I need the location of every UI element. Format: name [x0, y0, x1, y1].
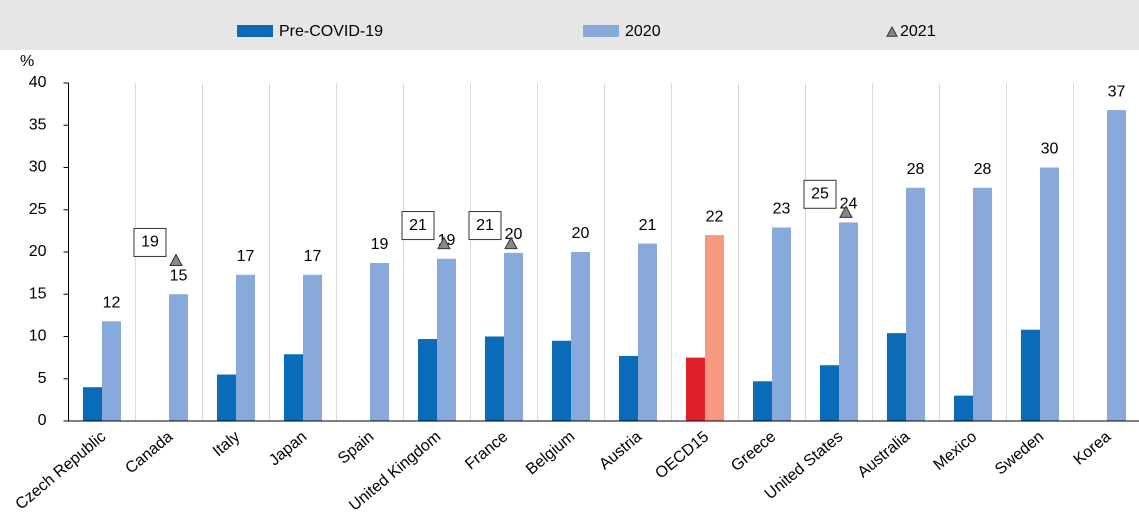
bar [485, 336, 504, 421]
x-tick-label: Japan [266, 428, 310, 469]
x-tick-label: France [462, 428, 511, 473]
bar [552, 340, 571, 421]
bar [1107, 110, 1126, 421]
data-label: 28 [974, 161, 992, 178]
bar [284, 354, 303, 421]
x-tick-label: Belgium [523, 428, 578, 478]
data-label: 24 [840, 196, 858, 213]
bar [954, 395, 973, 421]
x-tick-label: Italy [210, 428, 243, 460]
bar [820, 365, 839, 421]
bar [236, 274, 255, 421]
bar [571, 252, 590, 421]
bar [638, 243, 657, 421]
marker [504, 236, 518, 250]
x-tick-label: Greece [728, 428, 779, 475]
legend-label: 2020 [625, 23, 661, 40]
bar [686, 357, 705, 421]
bar [504, 252, 523, 421]
x-tick-label: Canada [122, 428, 176, 477]
x-tick-label: Korea [1071, 428, 1115, 469]
bar [102, 321, 121, 421]
bar [753, 381, 772, 421]
marker-label-box [401, 211, 435, 241]
legend-swatch [583, 25, 619, 37]
data-label: 22 [706, 208, 724, 225]
x-tick-label: Austria [596, 428, 645, 473]
marker-label: 19 [141, 234, 159, 251]
bar [437, 258, 456, 421]
x-tick-label: Mexico [931, 428, 981, 474]
legend-swatch [886, 25, 898, 37]
data-label: 23 [773, 201, 791, 218]
bar [839, 222, 858, 421]
data-label: 37 [1108, 83, 1126, 100]
marker-label-box [803, 179, 837, 209]
y-tick-label: 25 [29, 201, 47, 218]
bar [906, 187, 925, 421]
bar [169, 294, 188, 421]
bar [705, 235, 724, 421]
y-tick-label: 10 [29, 328, 47, 345]
y-tick-label: 15 [29, 285, 47, 302]
marker [437, 236, 451, 250]
legend-background [0, 0, 1139, 50]
bar [217, 374, 236, 421]
data-label: 19 [371, 236, 389, 253]
data-label: 20 [572, 225, 590, 242]
bar [370, 262, 389, 421]
x-tick-label: Australia [855, 428, 914, 481]
y-tick-label: 20 [29, 243, 47, 260]
bar [303, 274, 322, 421]
x-tick-label: Czech Republic [13, 428, 110, 513]
marker [839, 205, 853, 218]
legend-label: 2021 [900, 23, 936, 40]
marker-label: 21 [476, 217, 494, 234]
marker-label: 21 [409, 217, 427, 234]
bar [772, 227, 791, 421]
y-tick-label: 40 [29, 74, 47, 91]
data-label: 30 [1041, 141, 1059, 158]
data-label: 12 [103, 295, 121, 312]
marker-label: 25 [811, 186, 829, 203]
data-label: 15 [170, 267, 188, 284]
bar [887, 333, 906, 421]
bar [418, 339, 437, 421]
x-tick-label: Sweden [992, 428, 1047, 478]
x-tick-label: OECD15 [652, 428, 712, 482]
legend-swatch [237, 25, 273, 37]
data-label: 17 [237, 248, 255, 265]
data-label: 21 [639, 217, 657, 234]
data-label: 28 [907, 161, 925, 178]
marker-label-box [468, 211, 502, 241]
y-tick-label: 30 [29, 159, 47, 176]
y-unit: % [20, 53, 34, 70]
y-tick-label: 35 [29, 116, 47, 133]
bar [619, 355, 638, 421]
data-label: 17 [304, 248, 322, 265]
bar [973, 187, 992, 421]
bar [1040, 167, 1059, 421]
marker-label-box [133, 227, 167, 257]
bar [1021, 329, 1040, 421]
legend-label: Pre-COVID-19 [279, 23, 383, 40]
marker [169, 253, 183, 267]
bar [83, 387, 102, 421]
y-tick-label: 5 [38, 370, 47, 387]
y-tick-label: 0 [38, 412, 47, 429]
x-tick-label: Spain [335, 428, 377, 467]
data-label: 20 [505, 226, 523, 243]
